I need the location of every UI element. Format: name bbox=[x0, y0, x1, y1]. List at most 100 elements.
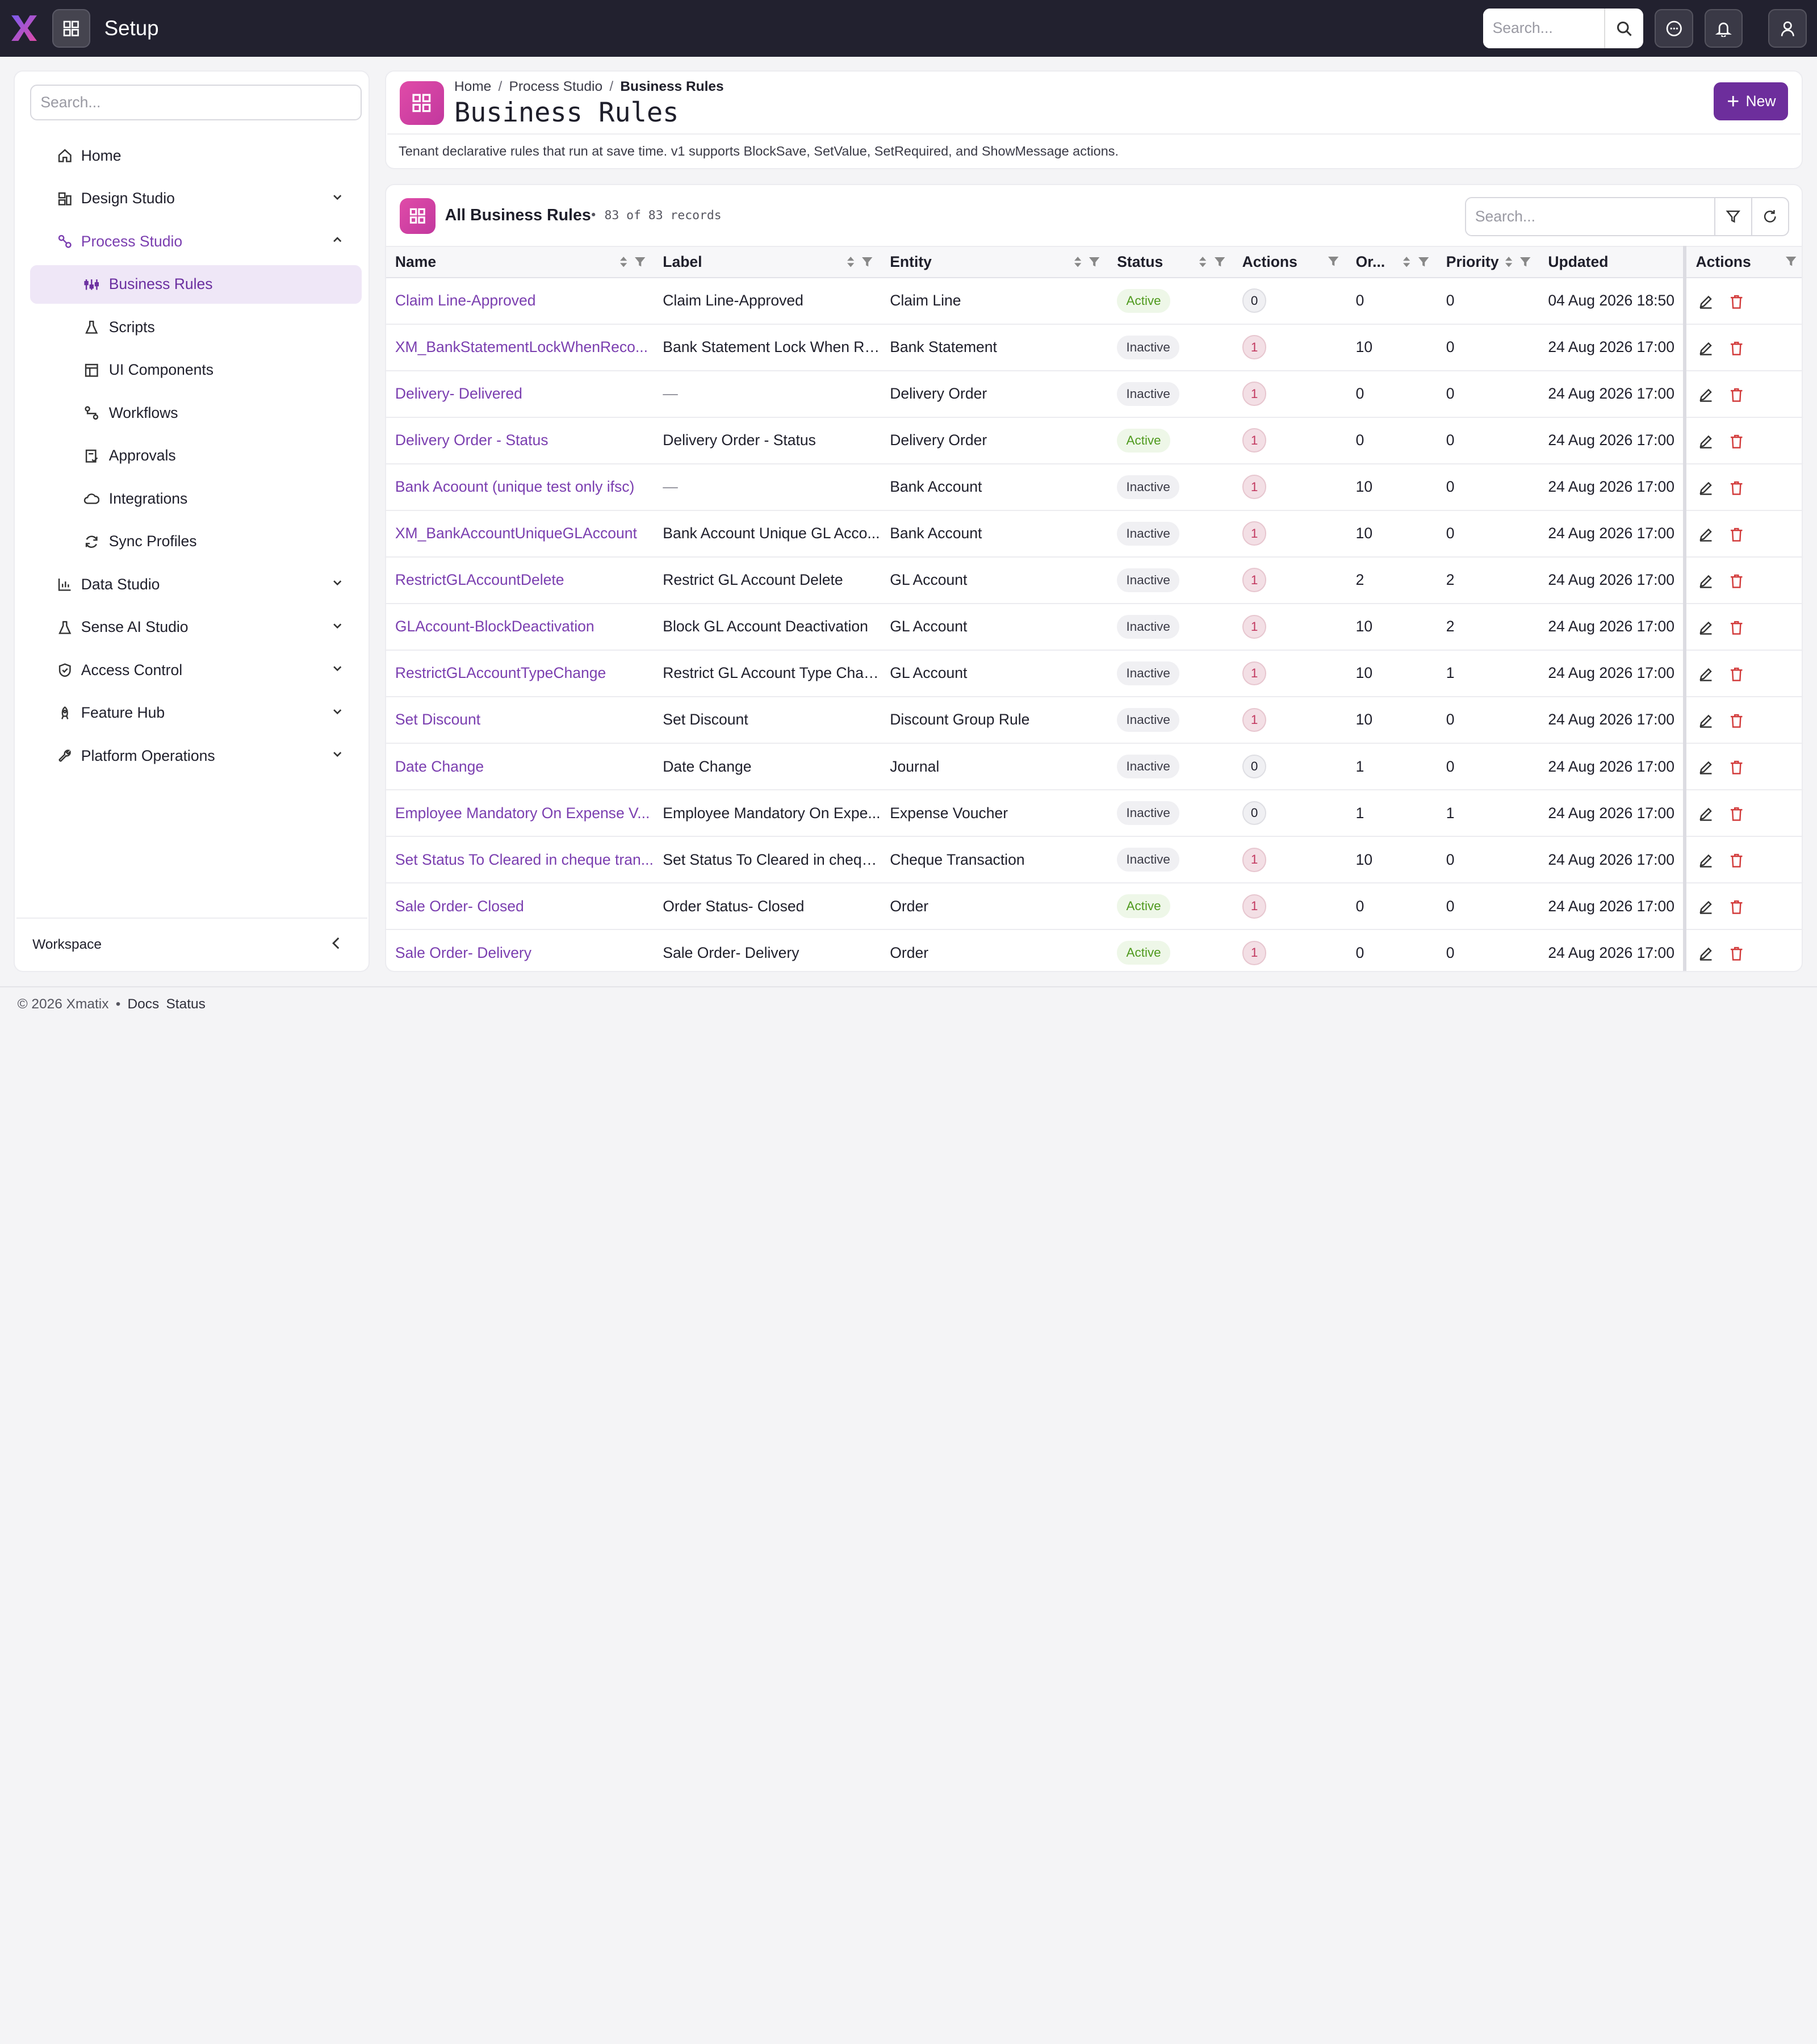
table-row[interactable]: Bank Acoount (unique test only ifsc) — Ban… bbox=[386, 463, 1802, 511]
rule-name-link[interactable]: Delivery Order - Status bbox=[395, 432, 549, 449]
table-row[interactable]: Delivery Order - Status Delivery Order - … bbox=[386, 417, 1802, 464]
delete-button[interactable] bbox=[1730, 294, 1743, 309]
sidebar-item-scripts[interactable]: Scripts bbox=[30, 308, 362, 346]
notifications-button[interactable] bbox=[1705, 9, 1743, 48]
delete-button[interactable] bbox=[1730, 806, 1743, 822]
rule-name-link[interactable]: Delivery- Delivered bbox=[395, 385, 522, 403]
rule-name-link[interactable]: RestrictGLAccountTypeChange bbox=[395, 664, 606, 682]
rule-name-link[interactable]: Bank Acoount (unique test only ifsc) bbox=[395, 478, 635, 496]
breadcrumb-process-studio[interactable]: Process Studio bbox=[509, 78, 603, 94]
chat-button[interactable] bbox=[1655, 9, 1693, 48]
table-row[interactable]: Claim Line-Approved Claim Line-Approved Cl… bbox=[386, 277, 1802, 325]
table-row[interactable]: Set Discount Set Discount Discount Group R… bbox=[386, 696, 1802, 744]
delete-button[interactable] bbox=[1730, 853, 1743, 868]
global-search-button[interactable] bbox=[1604, 9, 1643, 48]
table-row[interactable]: RestrictGLAccountTypeChange Restrict GL A… bbox=[386, 650, 1802, 697]
column-filter-icon[interactable] bbox=[861, 256, 873, 268]
edit-button[interactable] bbox=[1698, 946, 1714, 961]
column-filter-icon[interactable] bbox=[1417, 256, 1430, 268]
rule-name-link[interactable]: Sale Order- Closed bbox=[395, 897, 524, 915]
filter-button[interactable] bbox=[1714, 198, 1751, 236]
sort-icon[interactable] bbox=[1198, 255, 1207, 269]
delete-button[interactable] bbox=[1730, 760, 1743, 775]
table-search-input[interactable] bbox=[1466, 198, 1714, 236]
workspace-switcher[interactable]: Workspace bbox=[16, 918, 367, 971]
app-launcher-button[interactable] bbox=[52, 9, 91, 48]
delete-button[interactable] bbox=[1730, 341, 1743, 356]
global-search-input[interactable] bbox=[1483, 9, 1604, 48]
sidebar-item-process-studio[interactable]: Process Studio bbox=[30, 223, 362, 261]
edit-button[interactable] bbox=[1698, 573, 1714, 589]
sidebar-item-sync-profiles[interactable]: Sync Profiles bbox=[30, 522, 362, 560]
column-header-updated[interactable]: Updated bbox=[1539, 245, 1685, 278]
sidebar-item-integrations[interactable]: Integrations bbox=[30, 480, 362, 518]
sidebar-item-home[interactable]: Home bbox=[30, 137, 362, 175]
column-header-priority[interactable]: Priority bbox=[1437, 245, 1539, 278]
sidebar-item-access-control[interactable]: Access Control bbox=[30, 651, 362, 689]
column-header-row-actions[interactable]: Actions bbox=[1683, 245, 1802, 278]
sidebar-item-data-studio[interactable]: Data Studio bbox=[30, 566, 362, 604]
rule-name-link[interactable]: RestrictGLAccountDelete bbox=[395, 571, 564, 589]
sidebar-item-ui-components[interactable]: UI Components bbox=[30, 351, 362, 389]
table-row[interactable]: Date Change Date Change Journal Inactive 0 1 0… bbox=[386, 743, 1802, 791]
rule-name-link[interactable]: Employee Mandatory On Expense V... bbox=[395, 804, 650, 822]
rule-name-link[interactable]: Sale Order- Delivery bbox=[395, 944, 532, 961]
edit-button[interactable] bbox=[1698, 713, 1714, 728]
delete-button[interactable] bbox=[1730, 387, 1743, 403]
breadcrumb-home[interactable]: Home bbox=[454, 78, 492, 94]
column-filter-icon[interactable] bbox=[634, 256, 646, 268]
column-header-label[interactable]: Label bbox=[653, 245, 881, 278]
rule-name-link[interactable]: XM_BankAccountUniqueGLAccount bbox=[395, 525, 637, 542]
sidebar-item-platform-operations[interactable]: Platform Operations bbox=[30, 737, 362, 775]
table-row[interactable]: XM_BankStatementLockWhenReco... Bank Stat… bbox=[386, 324, 1802, 371]
refresh-button[interactable] bbox=[1751, 198, 1788, 236]
edit-button[interactable] bbox=[1698, 527, 1714, 542]
edit-button[interactable] bbox=[1698, 620, 1714, 635]
table-row[interactable]: RestrictGLAccountDelete Restrict GL Accou… bbox=[386, 556, 1802, 604]
footer-link-docs[interactable]: Docs bbox=[127, 996, 160, 1012]
sidebar-item-feature-hub[interactable]: Feature Hub bbox=[30, 694, 362, 732]
rule-name-link[interactable]: Set Status To Cleared in cheque tran... bbox=[395, 851, 654, 868]
table-row[interactable]: Sale Order- Delivery Sale Order- Delivery… bbox=[386, 929, 1802, 971]
delete-button[interactable] bbox=[1730, 946, 1743, 961]
sidebar-item-workflows[interactable]: Workflows bbox=[30, 394, 362, 432]
column-header-actions-count[interactable]: Actions bbox=[1233, 245, 1347, 278]
delete-button[interactable] bbox=[1730, 527, 1743, 542]
rule-name-link[interactable]: Date Change bbox=[395, 757, 484, 775]
edit-button[interactable] bbox=[1698, 480, 1714, 496]
user-menu-button[interactable] bbox=[1768, 9, 1807, 48]
edit-button[interactable] bbox=[1698, 760, 1714, 775]
table-row[interactable]: Set Status To Cleared in cheque tran... S… bbox=[386, 836, 1802, 884]
edit-button[interactable] bbox=[1698, 387, 1714, 403]
edit-button[interactable] bbox=[1698, 667, 1714, 682]
rule-name-link[interactable]: GLAccount-BlockDeactivation bbox=[395, 618, 594, 635]
delete-button[interactable] bbox=[1730, 620, 1743, 635]
rule-name-link[interactable]: Set Discount bbox=[395, 711, 481, 728]
edit-button[interactable] bbox=[1698, 899, 1714, 915]
column-filter-icon[interactable] bbox=[1327, 255, 1339, 267]
column-filter-icon[interactable] bbox=[1088, 256, 1100, 268]
xmatix-logo-icon[interactable] bbox=[9, 13, 39, 43]
edit-button[interactable] bbox=[1698, 294, 1714, 309]
edit-button[interactable] bbox=[1698, 341, 1714, 356]
table-row[interactable]: Employee Mandatory On Expense V... Employ… bbox=[386, 790, 1802, 837]
edit-button[interactable] bbox=[1698, 853, 1714, 868]
collapse-sidebar-icon[interactable] bbox=[330, 936, 342, 950]
delete-button[interactable] bbox=[1730, 899, 1743, 915]
sort-icon[interactable] bbox=[1504, 255, 1513, 269]
new-rule-button[interactable]: New bbox=[1714, 82, 1788, 121]
sort-icon[interactable] bbox=[846, 255, 855, 269]
delete-button[interactable] bbox=[1730, 713, 1743, 728]
edit-button[interactable] bbox=[1698, 806, 1714, 822]
sidebar-item-sense-ai-studio[interactable]: Sense AI Studio bbox=[30, 608, 362, 646]
delete-button[interactable] bbox=[1730, 480, 1743, 496]
table-row[interactable]: GLAccount-BlockDeactivation Block GL Acco… bbox=[386, 603, 1802, 651]
column-header-entity[interactable]: Entity bbox=[880, 245, 1108, 278]
edit-button[interactable] bbox=[1698, 434, 1714, 449]
column-filter-icon[interactable] bbox=[1519, 256, 1531, 268]
column-filter-icon[interactable] bbox=[1213, 256, 1226, 268]
sort-icon[interactable] bbox=[619, 255, 628, 269]
column-header-status[interactable]: Status bbox=[1107, 245, 1233, 278]
sidebar-item-business-rules[interactable]: Business Rules bbox=[30, 265, 362, 304]
table-row[interactable]: Sale Order- Closed Order Status- Closed Or… bbox=[386, 883, 1802, 931]
